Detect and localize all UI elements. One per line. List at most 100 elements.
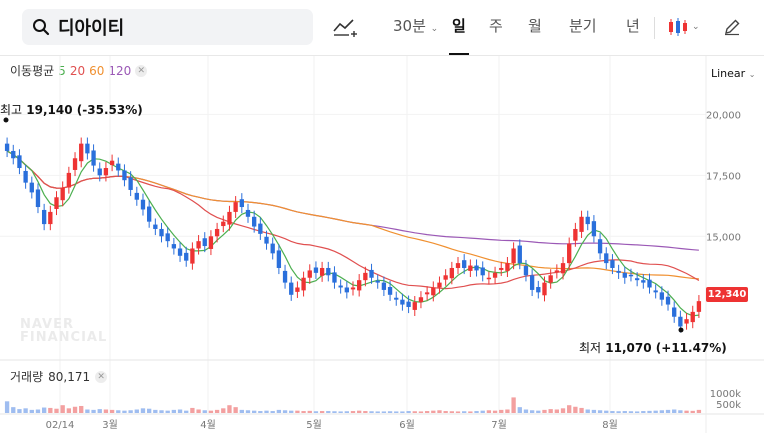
candle-body bbox=[190, 248, 195, 264]
x-tick-label: 3월 bbox=[102, 419, 118, 431]
candle-body bbox=[202, 238, 207, 247]
search-box[interactable] bbox=[22, 9, 313, 45]
pencil-icon bbox=[725, 19, 740, 36]
ma5-label: 5 bbox=[58, 63, 66, 78]
candle-body bbox=[560, 263, 566, 274]
scale-toggle[interactable]: Linear ⌄ bbox=[711, 67, 755, 80]
candle-body bbox=[665, 296, 671, 305]
volume-bar bbox=[462, 411, 467, 413]
chart-type-dropdown[interactable]: ⌄ bbox=[667, 14, 700, 40]
volume-bar bbox=[128, 410, 133, 413]
tab-week[interactable]: 주 bbox=[489, 17, 503, 35]
candle-body bbox=[468, 265, 473, 271]
volume-bar bbox=[60, 405, 65, 413]
volume-bar bbox=[252, 410, 257, 413]
volume-bar bbox=[443, 411, 448, 413]
candle-body bbox=[332, 272, 337, 283]
close-volume-icon[interactable]: ✕ bbox=[95, 370, 108, 383]
candle-body bbox=[208, 236, 214, 249]
candle-body bbox=[196, 241, 201, 249]
candle-body bbox=[462, 260, 467, 268]
volume-label: 거래량 bbox=[10, 370, 44, 384]
volume-value: 80,171 bbox=[48, 369, 91, 384]
candle-body bbox=[344, 287, 349, 293]
ma60-line bbox=[6, 150, 699, 280]
chevron-down-icon: ⌄ bbox=[692, 22, 700, 32]
volume-bar bbox=[659, 410, 665, 413]
candle-body bbox=[567, 243, 572, 264]
candle-body bbox=[369, 269, 374, 278]
volume-bar bbox=[41, 407, 47, 413]
candle-body bbox=[418, 297, 424, 303]
candle-body bbox=[258, 223, 263, 234]
candle-body bbox=[128, 177, 133, 190]
candle-body bbox=[270, 243, 275, 254]
candle-body bbox=[400, 299, 405, 305]
tab-day[interactable]: 일 bbox=[449, 17, 469, 55]
volume-bar bbox=[517, 407, 522, 413]
volume-bar bbox=[505, 409, 510, 413]
high-marker bbox=[3, 117, 9, 123]
volume-bar bbox=[289, 410, 294, 413]
candle-body bbox=[146, 206, 152, 222]
search-icon bbox=[33, 19, 50, 36]
low-marker bbox=[678, 327, 684, 333]
volume-bar bbox=[665, 409, 671, 413]
candle-body bbox=[91, 150, 96, 166]
volume-bar bbox=[412, 411, 417, 413]
volume-legend: 거래량 80,171 ✕ bbox=[10, 368, 108, 385]
candle-body bbox=[307, 270, 312, 278]
y-tick-label: 15,000 bbox=[706, 232, 741, 243]
volume-bar bbox=[239, 409, 244, 413]
candle-body bbox=[573, 228, 578, 241]
volume-bar bbox=[319, 411, 325, 413]
candle-body bbox=[66, 172, 72, 188]
volume-bar bbox=[548, 409, 553, 413]
x-tick-label: 7월 bbox=[491, 419, 507, 431]
tab-year[interactable]: 년 bbox=[626, 17, 640, 35]
y-tick-label: 20,000 bbox=[706, 110, 741, 121]
tab-month[interactable]: 월 bbox=[528, 17, 542, 35]
candle-body bbox=[313, 267, 319, 273]
volume-bar bbox=[85, 409, 90, 413]
edit-button[interactable] bbox=[723, 14, 741, 40]
candle-body bbox=[387, 286, 393, 295]
volume-bar bbox=[554, 409, 560, 413]
tab-quarter[interactable]: 분기 bbox=[569, 17, 597, 35]
drawing-tool-button[interactable] bbox=[332, 14, 358, 40]
candle-body bbox=[579, 216, 584, 232]
candle-body bbox=[672, 307, 677, 317]
candle-body bbox=[548, 275, 553, 283]
candle-body bbox=[357, 280, 362, 291]
candle-body bbox=[449, 267, 454, 279]
interval-dropdown[interactable]: 30분 ⌄ bbox=[393, 15, 438, 36]
candle-body bbox=[72, 158, 78, 170]
candle-body bbox=[109, 160, 115, 166]
search-input[interactable] bbox=[58, 16, 298, 38]
candle-body bbox=[474, 265, 479, 271]
candle-body bbox=[394, 297, 399, 300]
volume-bar bbox=[276, 409, 282, 413]
volume-bar bbox=[307, 410, 312, 413]
volume-bar bbox=[357, 410, 362, 413]
volume-bar bbox=[542, 409, 547, 413]
close-ma-icon[interactable]: ✕ bbox=[135, 64, 148, 77]
volume-bar bbox=[48, 407, 53, 413]
volume-tick-label: 1000k bbox=[710, 389, 741, 400]
candle-body bbox=[140, 199, 146, 210]
candle-body bbox=[492, 272, 498, 278]
volume-bar bbox=[313, 411, 319, 413]
candle-body bbox=[289, 282, 294, 295]
volume-bar bbox=[480, 410, 485, 413]
volume-bar bbox=[511, 397, 516, 413]
candle-body bbox=[48, 211, 53, 225]
volume-bar bbox=[196, 409, 201, 413]
volume-bar bbox=[610, 411, 615, 413]
volume-bar bbox=[672, 409, 677, 413]
volume-bar bbox=[134, 409, 139, 413]
candle-body bbox=[60, 187, 65, 201]
volume-bar bbox=[72, 406, 78, 413]
volume-bar bbox=[604, 410, 609, 413]
volume-bar bbox=[295, 410, 300, 413]
